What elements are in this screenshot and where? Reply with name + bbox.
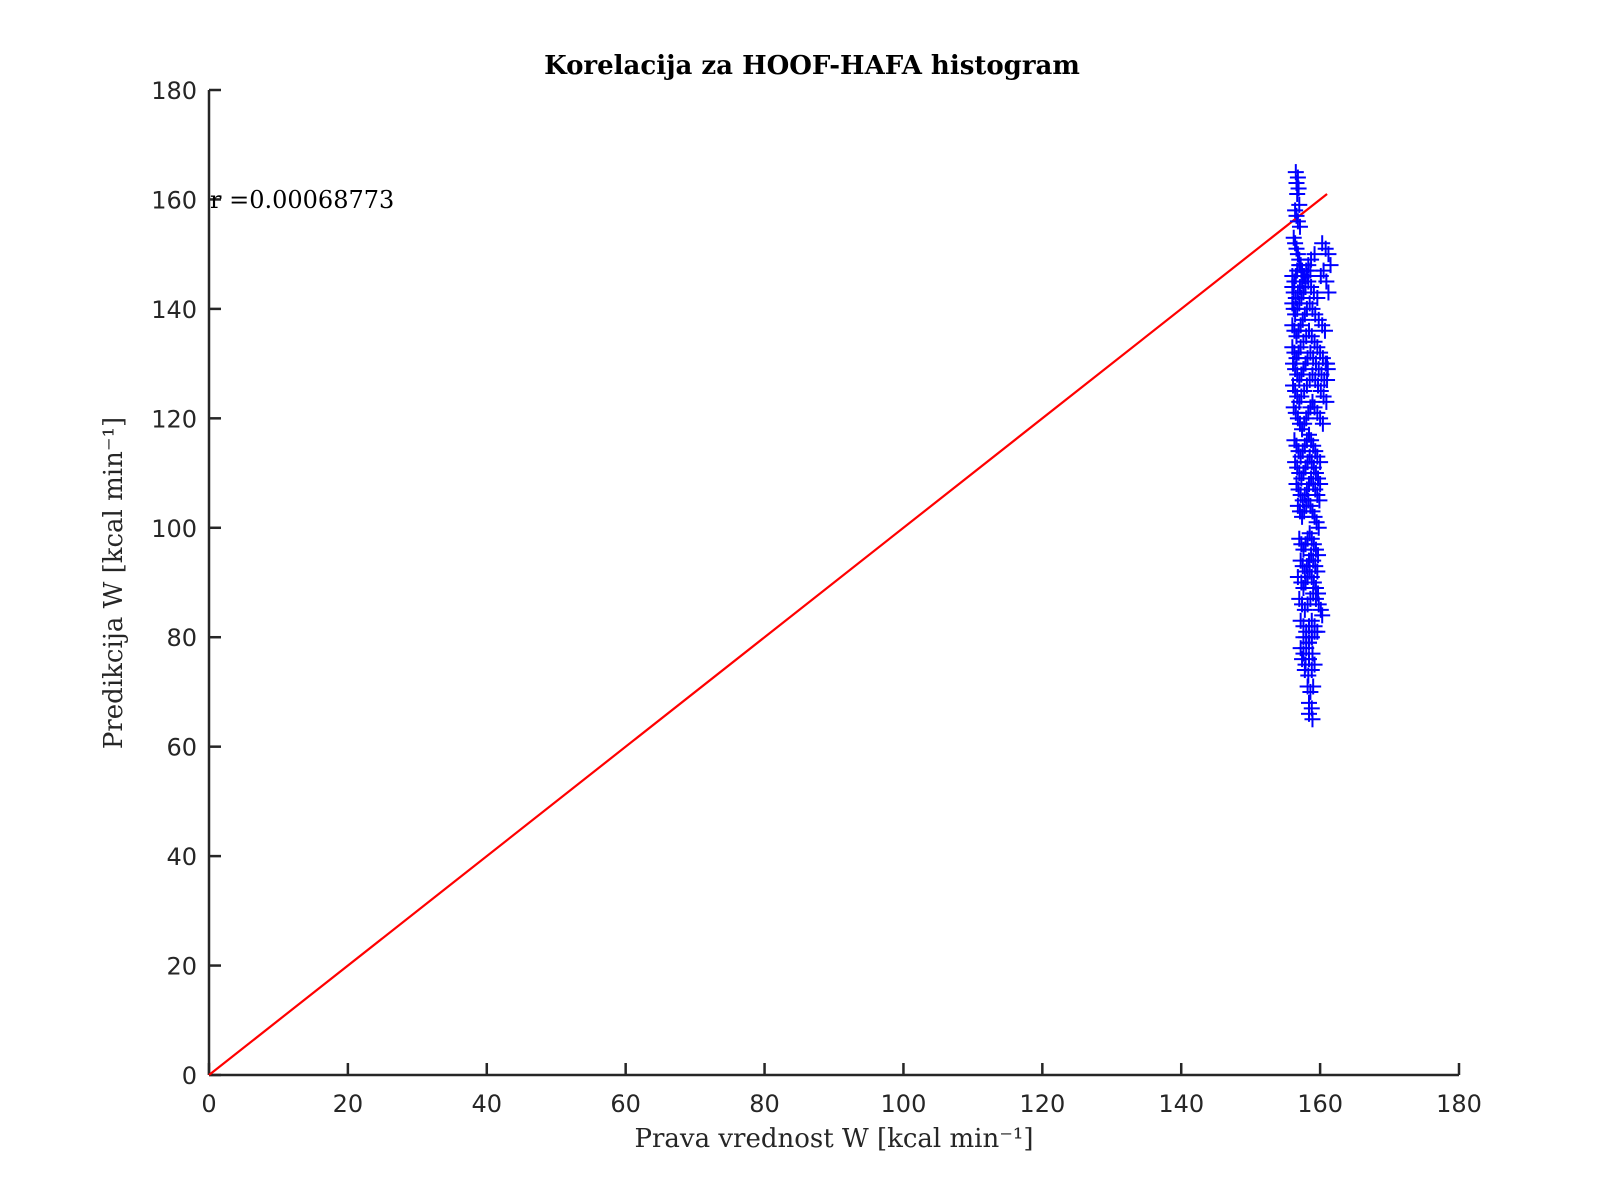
y-tick-label: 120 <box>151 405 197 433</box>
x-tick-label: 20 <box>333 1090 364 1118</box>
data-point <box>1291 218 1308 235</box>
data-markers <box>1284 164 1339 728</box>
y-tick-label: 60 <box>166 734 197 762</box>
data-point <box>1290 180 1307 197</box>
data-point <box>1316 322 1333 339</box>
data-point <box>1318 393 1335 410</box>
data-point <box>1320 246 1337 263</box>
y-axis-ticks: 0 20 40 60 80 100 120 140 160 180 <box>151 77 221 1090</box>
data-point <box>1320 284 1337 301</box>
x-tick-label: 60 <box>610 1090 641 1118</box>
x-tick-label: 180 <box>1436 1090 1482 1118</box>
data-point <box>1314 415 1331 432</box>
data-point <box>1306 246 1323 263</box>
plot-area: 0 20 40 60 80 100 120 140 160 180 0 20 40 60 80 100 120… <box>151 77 1482 1118</box>
data-point <box>1304 711 1321 728</box>
chart-title: Korelacija za HOOF-HAFA histogram <box>544 51 1080 81</box>
data-point <box>1304 645 1321 662</box>
data-point <box>1303 629 1320 646</box>
y-tick-label: 40 <box>166 843 197 871</box>
fit-line <box>208 193 1328 1076</box>
x-tick-label: 40 <box>472 1090 503 1118</box>
y-tick-label: 20 <box>166 953 197 981</box>
y-axis-label: Predikcija W [kcal min⁻¹] <box>99 417 129 749</box>
x-axis-ticks: 0 20 40 60 80 100 120 140 160 180 <box>201 1063 1482 1118</box>
correlation-annotation: r =0.00068773 <box>210 186 394 214</box>
x-tick-label: 100 <box>881 1090 927 1118</box>
y-tick-label: 180 <box>151 77 197 105</box>
y-tick-label: 0 <box>182 1062 197 1090</box>
data-point <box>1315 262 1332 279</box>
x-tick-label: 160 <box>1297 1090 1343 1118</box>
x-axis-label: Prava vrednost W [kcal min⁻¹] <box>634 1124 1033 1154</box>
data-point <box>1305 678 1322 695</box>
y-tick-label: 140 <box>151 296 197 324</box>
y-tick-label: 160 <box>151 186 197 214</box>
x-tick-label: 80 <box>749 1090 780 1118</box>
data-point <box>1318 273 1335 290</box>
y-tick-label: 100 <box>151 515 197 543</box>
x-tick-label: 0 <box>201 1090 216 1118</box>
data-point <box>1306 656 1323 673</box>
data-point <box>1310 519 1327 536</box>
data-point <box>1314 607 1331 624</box>
y-tick-label: 80 <box>166 624 197 652</box>
x-tick-label: 120 <box>1019 1090 1065 1118</box>
x-tick-label: 140 <box>1158 1090 1204 1118</box>
